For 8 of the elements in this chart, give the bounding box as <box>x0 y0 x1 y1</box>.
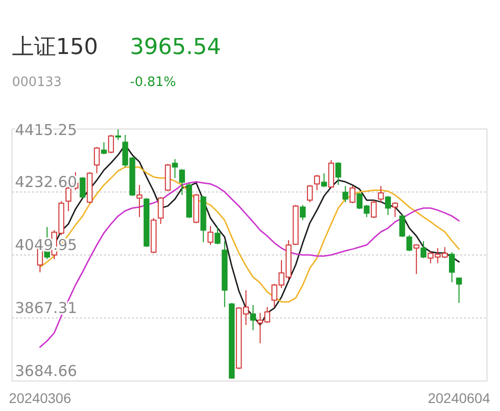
y-tick-label: 4415.25 <box>15 121 78 139</box>
chart-title: 上证150 <box>12 35 98 60</box>
chart-subtitle: 000133 <box>12 75 62 90</box>
text: 3965.54 <box>130 35 221 60</box>
x-tick-label: 20240604 <box>428 390 490 406</box>
text: -0.81% <box>130 75 176 90</box>
y-tick-label: 3684.66 <box>15 362 78 380</box>
x-tick-label: 20240306 <box>8 390 72 406</box>
